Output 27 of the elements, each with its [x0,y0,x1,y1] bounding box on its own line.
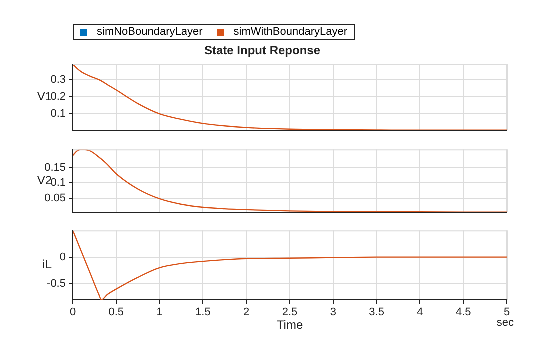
x-tick-label: 1.5 [196,306,211,319]
text: sec [496,317,514,329]
y-tick-label: -0.5 [47,278,66,290]
x-axis-title: Time [276,318,304,332]
y-tick-label: 0.1 [50,177,66,190]
chart-title: State Input Reponse [204,44,321,58]
y-tick-label: 0.3 [50,74,66,86]
x-tick-label: 3 [330,306,336,319]
x-tick-label: 2 [244,306,250,319]
x-tick-label: 5 [504,306,510,319]
x-tick-label: 2.5 [282,306,298,319]
x-tick-label: 1 [156,306,163,319]
y-tick-label: 0.05 [44,192,66,204]
legend-label: simNoBoundaryLayer [96,26,203,38]
y-axis-title: V2 [37,173,52,188]
x-tick-label: 0 [70,306,76,319]
y-tick-label: 0.1 [50,108,66,120]
y-axis-title: iL [42,258,52,272]
y-axis-title: V1 [37,90,52,104]
y-tick-label: 0.15 [44,162,66,174]
x-tick-label: 4.5 [456,306,472,319]
y-tick-label: 0.2 [50,91,66,104]
legend-label: simWithBoundaryLayer [232,26,348,38]
x-tick-label: 4 [417,306,424,319]
x-tick-label: 0.5 [108,306,124,319]
y-tick-label: 0 [60,251,66,264]
x-tick-label: 3.5 [369,306,384,319]
